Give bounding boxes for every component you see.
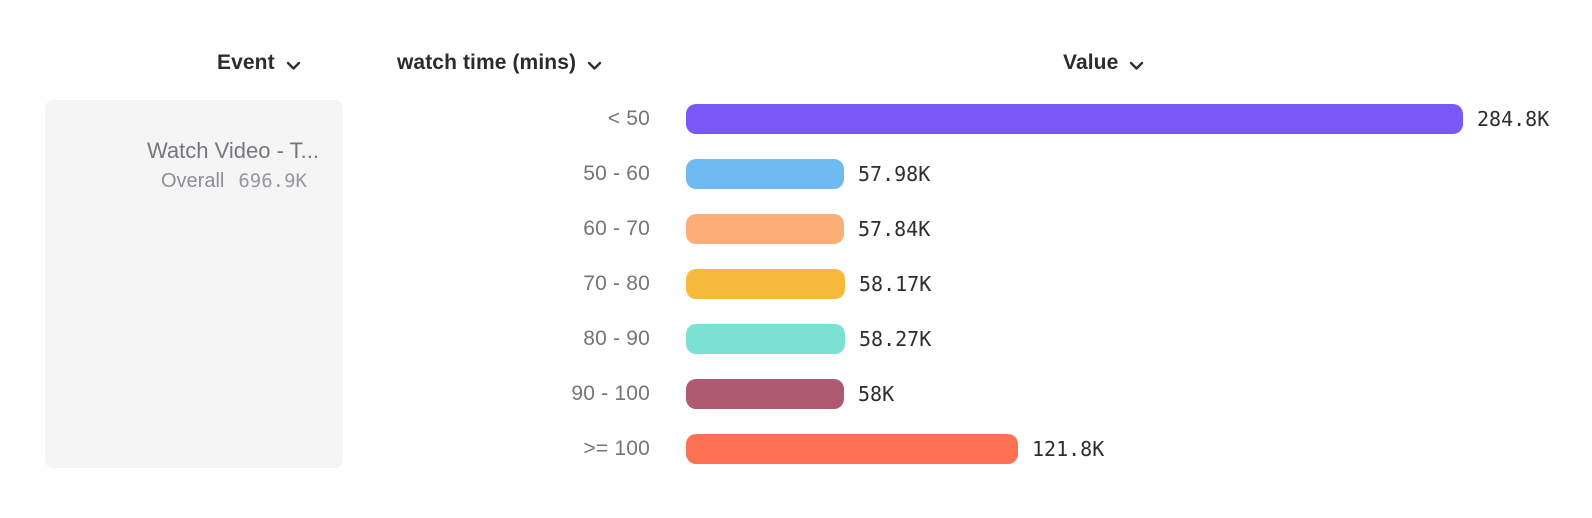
bar-segment[interactable]	[686, 159, 844, 189]
value-label: 284.8K	[1477, 107, 1550, 131]
bar-segment[interactable]	[686, 324, 845, 354]
event-overall-row: Overall 696.9K	[45, 170, 319, 193]
bar-segment[interactable]	[686, 269, 845, 299]
chevron-down-icon	[587, 53, 602, 77]
column-header-watch-time[interactable]: watch time (mins)	[397, 48, 602, 78]
overall-label: Overall	[161, 170, 225, 192]
event-card[interactable]: Watch Video - T... Overall 696.9K	[45, 100, 343, 468]
chevron-down-icon	[1129, 53, 1144, 77]
value-label: 57.98K	[858, 162, 931, 186]
chart-row: 70 - 80 58.17K	[0, 269, 1549, 299]
chart-row: 80 - 90 58.27K	[0, 324, 1549, 354]
column-header-event[interactable]: Event	[217, 48, 301, 78]
chart-row: 60 - 70 57.84K	[0, 214, 1549, 244]
column-header-label: Value	[1063, 51, 1119, 74]
overall-value: 696.9K	[238, 170, 307, 192]
value-label: 58.17K	[859, 272, 932, 296]
bar-segment[interactable]	[686, 434, 1018, 464]
bar-chart: < 50 284.8K 50 - 60 57.98K 60 - 70 57.84K 70 -…	[0, 104, 1549, 464]
category-label: 90 - 100	[571, 382, 650, 405]
category-label: 50 - 60	[583, 162, 650, 185]
value-label: 57.84K	[858, 217, 931, 241]
event-name: Watch Video - T...	[146, 138, 319, 163]
column-header-label: Event	[217, 51, 275, 74]
category-label: >= 100	[583, 437, 650, 460]
value-label: 58K	[858, 382, 895, 406]
chart-row: 50 - 60 57.98K	[0, 159, 1549, 189]
chart-row: 90 - 100 58K	[0, 379, 1549, 409]
category-label: 70 - 80	[583, 272, 650, 295]
category-label: < 50	[607, 107, 650, 130]
column-header-value[interactable]: Value	[1063, 48, 1144, 78]
chart-row: >= 100 121.8K	[0, 434, 1549, 464]
column-header-label: watch time (mins)	[397, 51, 577, 74]
value-label: 121.8K	[1032, 437, 1105, 461]
value-label: 58.27K	[859, 327, 932, 351]
chevron-down-icon	[286, 53, 301, 77]
bar-segment[interactable]	[686, 214, 844, 244]
bar-segment[interactable]	[686, 379, 844, 409]
category-label: 80 - 90	[583, 327, 650, 350]
bar-segment[interactable]	[686, 104, 1463, 134]
category-label: 60 - 70	[583, 217, 650, 240]
chart-row: < 50 284.8K	[0, 104, 1549, 134]
